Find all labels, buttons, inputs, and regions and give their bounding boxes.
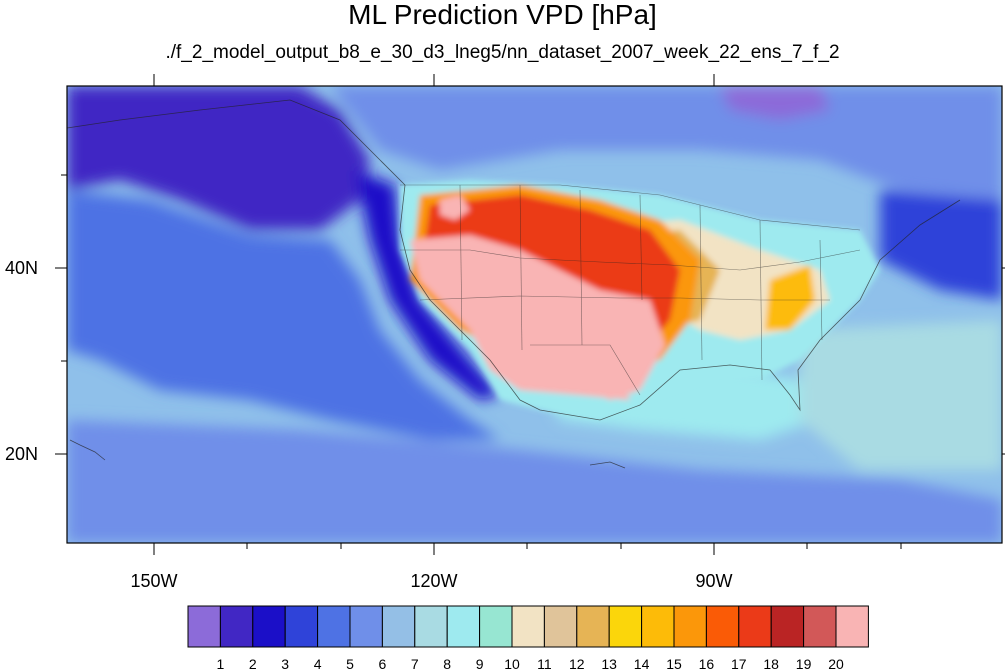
- colorbar-swatch: [349, 605, 383, 648]
- lon-label-150w: 150W: [130, 571, 178, 591]
- hudson-low: [720, 86, 830, 120]
- colorbar-swatch: [641, 605, 675, 648]
- colorbar-swatch: [835, 605, 869, 648]
- colorbar-tick-label: 5: [346, 656, 354, 672]
- colorbar-swatch: [543, 605, 578, 648]
- colorbar-swatch: [511, 605, 545, 648]
- colorbar-swatch: [252, 605, 286, 648]
- colorbar-tick-label: 19: [795, 656, 812, 672]
- colorbar-tick-label: 1: [216, 656, 225, 672]
- colorbar-swatch: [479, 605, 513, 648]
- canada-blue: [330, 86, 1002, 200]
- colorbar-tick-label: 3: [281, 656, 290, 672]
- lat-label-20n: 20N: [4, 444, 38, 464]
- colorbar-swatch: [187, 605, 221, 648]
- lon-label-120w: 120W: [410, 571, 458, 591]
- lat-label-40n: 40N: [4, 258, 38, 278]
- colorbar-tick-label: 6: [378, 656, 387, 672]
- colorbar-swatch: [705, 605, 740, 648]
- southwest-core: [470, 330, 630, 400]
- colorbar-swatch: [381, 605, 416, 648]
- colorbar-swatch: [414, 605, 448, 648]
- colorbar-tick-label: 16: [698, 656, 715, 672]
- lon-label-90w: 90W: [695, 571, 733, 591]
- colorbar-tick-label: 2: [248, 656, 257, 672]
- atlantic-light: [800, 320, 1002, 470]
- colorbar-tick-label: 8: [443, 656, 452, 672]
- colorbar-tick-label: 9: [475, 656, 484, 672]
- west-coast-low: [355, 170, 500, 400]
- coastlines: [67, 99, 961, 469]
- colorbar-swatch: [219, 605, 254, 648]
- colorbar-swatch: [576, 605, 610, 648]
- colorbar-tick-label: 12: [569, 656, 585, 672]
- colorbar-tick-label: 18: [763, 656, 779, 672]
- southeast-gold: [765, 265, 815, 330]
- colorbar-swatch: [803, 605, 837, 648]
- colorbar-swatch: [738, 605, 772, 648]
- southern-band: [67, 420, 1002, 543]
- colorbar-tick-label: 20: [828, 656, 844, 672]
- colorbar-tick-label: 7: [410, 656, 419, 672]
- colorbar-tick-label: 17: [731, 656, 747, 672]
- colorbar-tick-label: 15: [666, 656, 682, 672]
- colorbar-tick-label: 4: [313, 656, 322, 672]
- map-border: [66, 85, 1003, 544]
- state-borders: [400, 184, 861, 396]
- plot-subtitle: ./f_2_model_output_b8_e_30_d3_lneg5/nn_d…: [165, 42, 840, 63]
- southwest-pink: [410, 235, 665, 400]
- central-pacific-band: [67, 190, 500, 440]
- north-pacific-low: [67, 86, 370, 230]
- colorbar-swatch: [770, 605, 805, 648]
- colorbar-tick-label: 11: [537, 656, 552, 672]
- map-field: [67, 86, 1002, 543]
- colorbar-swatch: [446, 605, 481, 648]
- colorbar-tick-label: 13: [601, 656, 617, 672]
- colorbar-tick-label: 14: [633, 656, 650, 672]
- colorbar-tick-label: 10: [504, 656, 520, 672]
- colorbar-swatch: [284, 605, 319, 648]
- colorbar: [187, 605, 869, 648]
- colorbar-swatch: [317, 605, 351, 648]
- plot-title: ML Prediction VPD [hPa]: [348, 0, 657, 30]
- colorbar-swatch: [608, 605, 643, 648]
- northeast-low: [880, 190, 1002, 300]
- colorbar-swatch: [673, 605, 707, 648]
- axis-ticks: [55, 74, 1005, 555]
- northwest-pink: [440, 195, 470, 220]
